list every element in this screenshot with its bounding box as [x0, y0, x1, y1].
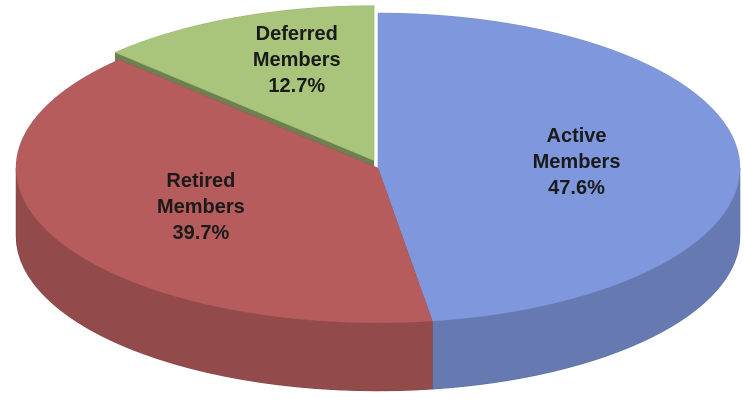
slice-label: Retired Members 39.7% [141, 168, 261, 246]
value-label: 12.7% [268, 75, 326, 98]
category-label: Active Members [532, 124, 621, 173]
top-faces [15, 5, 741, 324]
category-label: Retired Members [156, 169, 245, 218]
value-label: 47.6% [548, 176, 605, 199]
category-label: Deferred Members [252, 23, 341, 72]
slice-label: Active Members 47.6% [517, 123, 637, 201]
slice [114, 5, 375, 162]
slice [377, 12, 741, 322]
slice-label: Deferred Members 12.7% [237, 21, 357, 99]
slice [15, 59, 433, 324]
value-label: 39.7% [172, 221, 230, 244]
